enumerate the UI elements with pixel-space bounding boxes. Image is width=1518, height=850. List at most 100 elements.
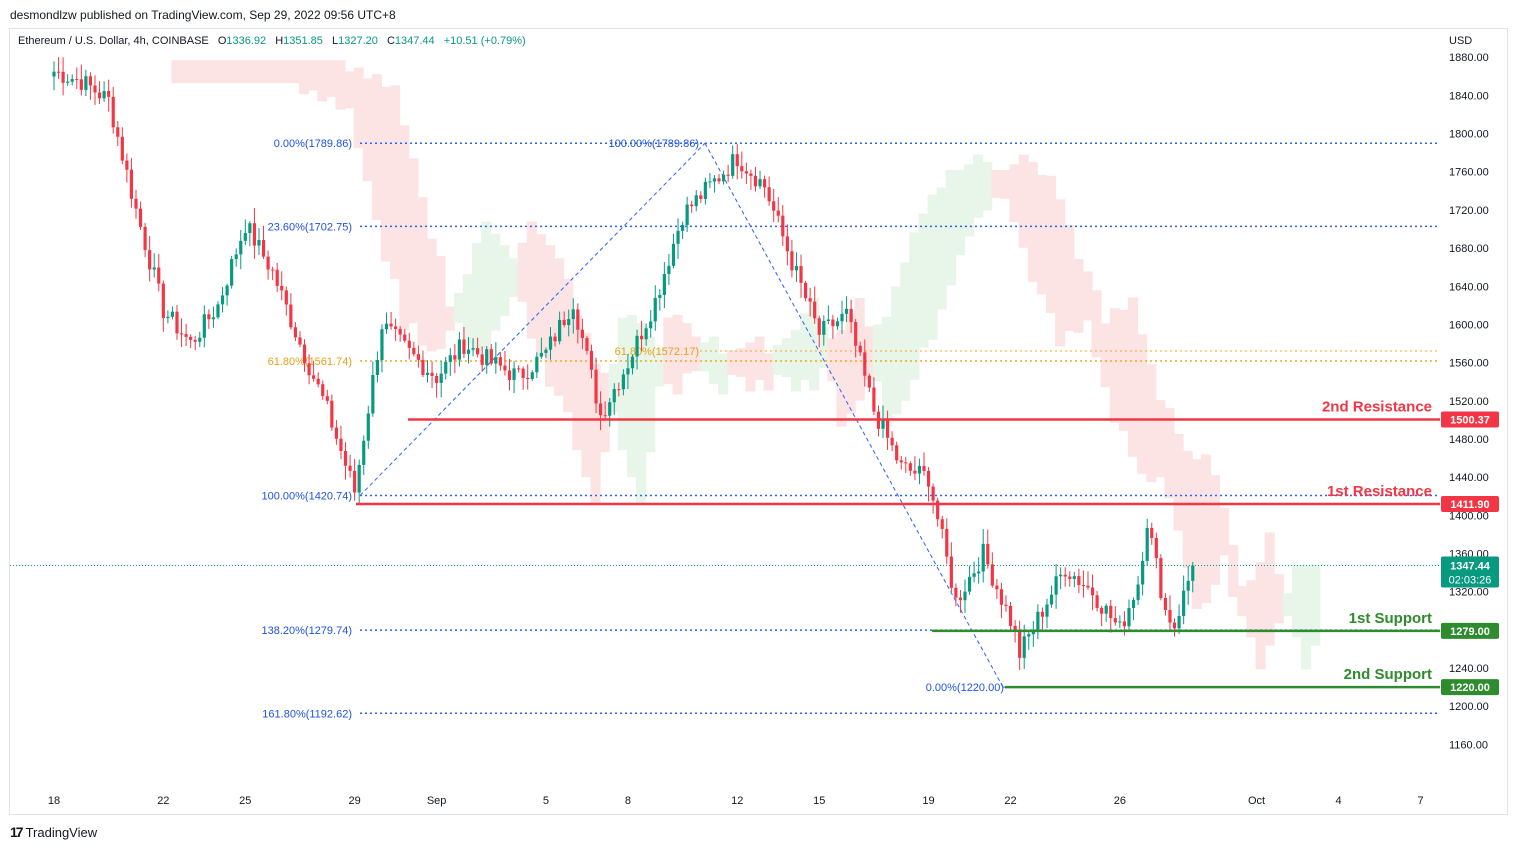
candle-body [498,357,502,366]
candle-body [1090,587,1095,596]
candle-body [1027,634,1031,637]
candle-body [453,355,457,360]
cloud-segment [298,60,310,95]
x-tick-label: 26 [1114,795,1126,807]
close-label: C [386,35,395,47]
level-price-tag [1441,495,1499,512]
candle-body [257,240,261,246]
cloud-segment [526,221,537,339]
candle-body [1095,595,1099,608]
candle-body [776,210,780,216]
candle-body [954,587,958,598]
cloud-segment [1291,564,1303,638]
candle-body [398,328,402,335]
cloud-segment [572,315,583,451]
cloud-segment [772,345,783,375]
candle-body [457,339,461,360]
candle-body [649,321,653,329]
cloud-segment [1082,271,1093,321]
candle-body [330,400,334,428]
x-tick-label: 5 [543,795,549,807]
candle-body [1081,585,1086,587]
candle-body [621,374,625,390]
candle-body [403,334,407,341]
candle-body [553,336,557,342]
candle-body [521,368,525,378]
candle-body [1182,590,1186,616]
candle-body [1131,599,1136,609]
tradingview-footer: 17 TradingView [10,824,97,840]
ichimoku-cloud [171,60,1321,670]
x-tick-label: 29 [349,795,361,807]
candle-body [854,322,858,346]
candle-body [817,318,821,335]
y-tick-label: 1440.00 [1449,472,1489,484]
cloud-segment [1255,561,1266,670]
y-tick-label: 1560.00 [1449,358,1489,370]
candle-body [913,470,917,474]
cloud-segment [499,245,510,316]
plot-area: 0.00%(1789.86) 23.60%(1702.75) 61.80%(1561… [10,57,1440,720]
cloud-segment [1045,175,1057,314]
y-tick-label: 1840.00 [1449,90,1489,102]
cloud-segment [636,323,647,504]
cloud-segment [472,242,483,352]
chart-frame [9,28,1508,815]
trend-line [359,142,706,496]
high-value: 1351.85 [283,35,323,47]
candle-body [612,389,616,403]
cloud-segment [1055,199,1066,347]
level-price-text: 1500.37 [1450,415,1490,427]
cloud-segment [1073,258,1084,333]
candle-body [544,349,548,353]
level-price-text: 1411.90 [1450,499,1489,511]
candle-body [831,319,835,327]
candle-body [480,354,484,365]
symbol-title[interactable]: Ethereum / U.S. Dollar, 4h, COINBASE [18,35,209,47]
candle-body [503,365,507,371]
candle-body [316,378,320,385]
cloud-segment [1282,593,1293,617]
candle-body [61,71,65,83]
candle-body [767,187,771,202]
candle-body [1077,576,1081,586]
cloud-segment [626,315,638,478]
candle-body [220,295,225,305]
candle-body [958,597,963,601]
candle-body [407,340,411,348]
candle-body [416,354,420,360]
cloud-segment [918,213,929,348]
cloud-segment [681,323,692,374]
candle-body [844,308,849,314]
fib2-label: 100.00%(1789.86) [608,138,699,150]
candle-body [690,204,694,207]
candle-body [999,589,1004,605]
candle-body [890,437,894,446]
candle-body [394,326,398,329]
candle-body [608,402,612,416]
candle-body [334,427,339,439]
cloud-segment [344,71,355,109]
cloud-segment [800,313,811,381]
cloud-segment [1027,162,1038,282]
level-label: 2nd Resistance [1322,399,1432,416]
price-axis: USD 1880.00 1840.00 1800.00 1760.00 1720.00 16… [1449,35,1489,751]
candle-body [626,368,630,375]
cloud-segment [882,316,893,427]
cloud-segment [271,60,282,84]
cloud-segment [417,197,428,346]
symbol-header: Ethereum / U.S. Dollar, 4h, COINBASE O13… [18,35,526,47]
candle-body [680,224,685,231]
cloud-segment [198,60,209,84]
candle-body [644,328,648,340]
candle-body [120,136,124,161]
candle-body [726,174,730,176]
candle-body [66,81,70,83]
candle-body [339,438,343,451]
candle-body [977,571,981,574]
cloud-segment [1127,297,1139,457]
candle-body [384,323,389,330]
candle-body [1127,608,1131,627]
candle-body [507,370,512,381]
